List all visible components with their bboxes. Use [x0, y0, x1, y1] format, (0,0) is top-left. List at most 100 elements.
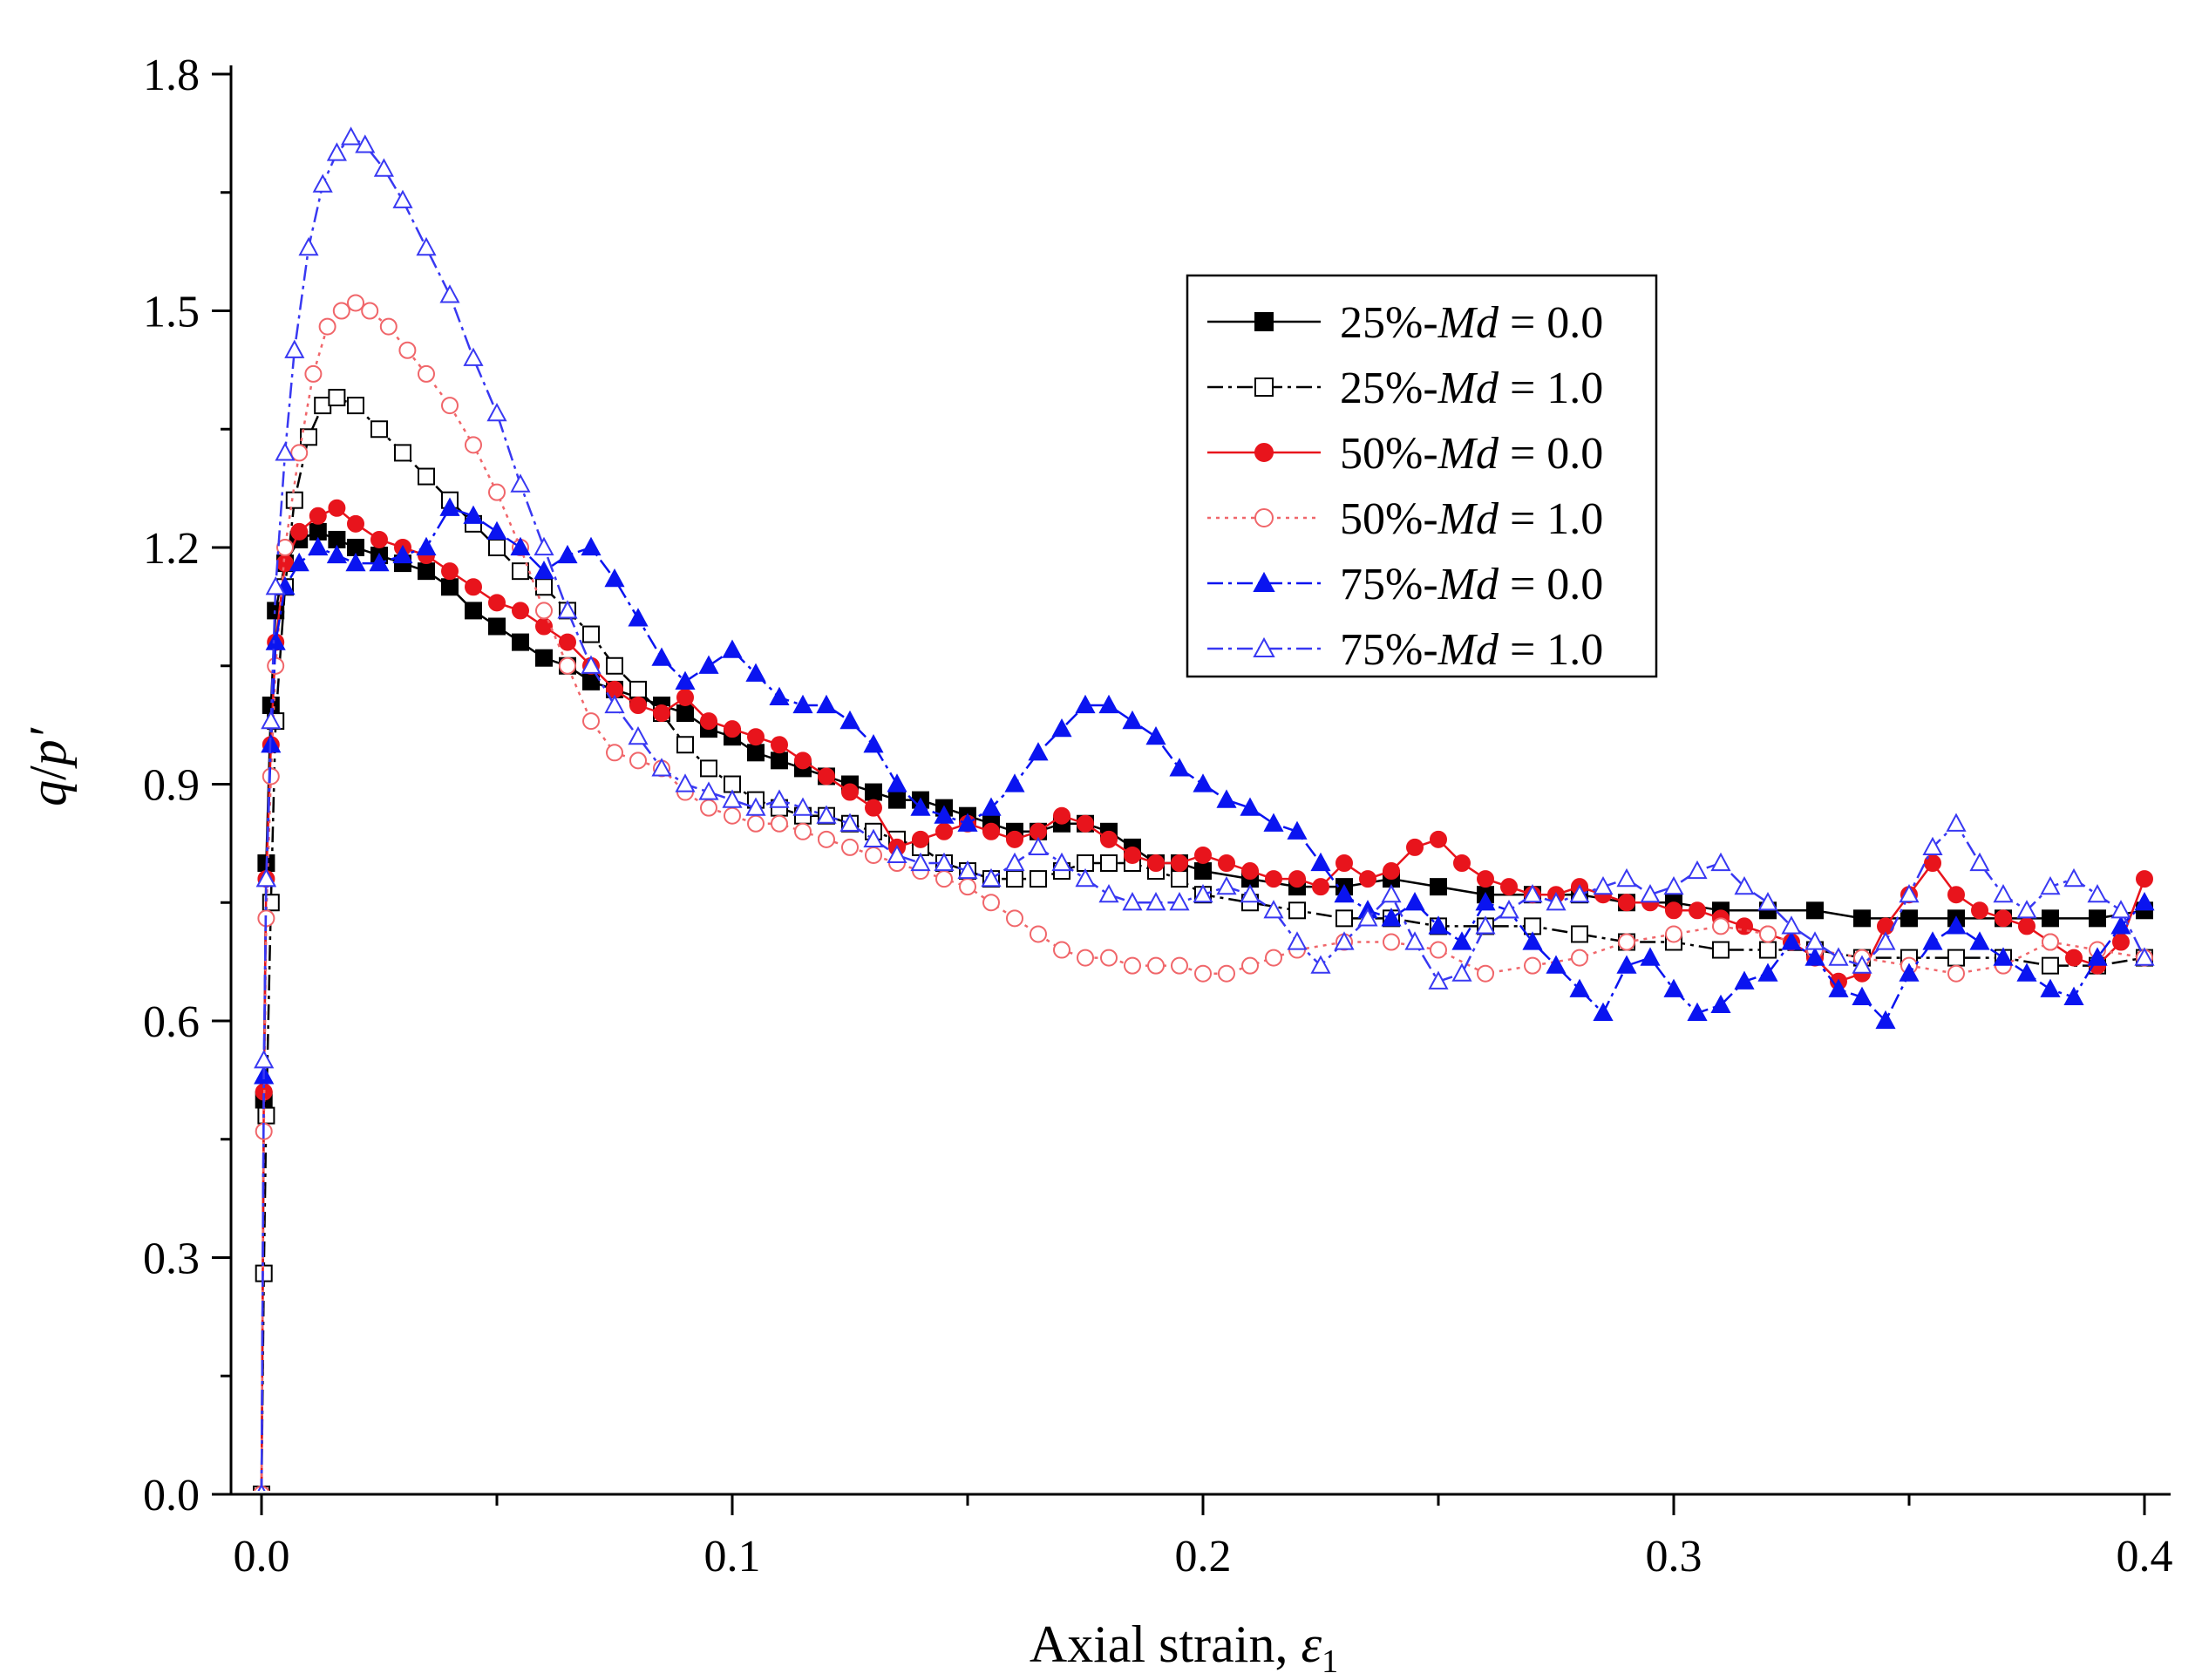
series-line	[260, 135, 2146, 1491]
x-tick-label: 0.0	[234, 1532, 290, 1581]
data-point	[1218, 854, 1235, 872]
data-point	[347, 514, 364, 533]
data-point	[816, 805, 837, 824]
data-point	[557, 544, 578, 564]
data-point	[510, 473, 531, 493]
data-point	[676, 736, 694, 754]
data-point	[512, 602, 529, 620]
data-point	[534, 560, 554, 580]
data-point	[1310, 852, 1331, 872]
data-point	[1899, 884, 1920, 903]
data-point	[534, 536, 554, 556]
data-point	[1804, 947, 1825, 966]
data-point	[1030, 870, 1047, 888]
data-point	[326, 142, 347, 161]
data-point	[675, 773, 696, 792]
data-point	[1969, 852, 1990, 872]
data-point	[2065, 949, 2083, 967]
legend-marker	[1254, 377, 1274, 397]
data-point	[1124, 956, 1141, 975]
data-point	[628, 608, 649, 627]
data-point	[839, 813, 860, 832]
data-point	[1522, 884, 1543, 903]
data-point	[418, 562, 435, 581]
data-point	[1053, 806, 1070, 825]
data-point	[1334, 931, 1355, 950]
data-point	[722, 639, 743, 658]
data-point	[1430, 941, 1447, 959]
y-axis-title-var: q	[19, 780, 77, 806]
data-point	[510, 536, 531, 556]
data-point	[1051, 852, 1072, 872]
data-point	[910, 797, 931, 816]
data-point	[312, 173, 333, 193]
data-point	[982, 894, 1000, 912]
data-point	[1618, 933, 1635, 951]
data-point	[1241, 956, 1259, 975]
data-point	[1006, 909, 1023, 928]
data-point	[465, 602, 482, 620]
data-point	[255, 867, 276, 888]
data-point	[261, 710, 282, 730]
legend-marker	[1254, 312, 1274, 331]
data-point	[1475, 892, 1496, 911]
legend-label: 75%-Md = 1.0	[1340, 625, 1603, 675]
data-point	[1569, 884, 1590, 903]
data-point	[1404, 892, 1425, 911]
data-point	[1900, 909, 1918, 928]
data-point	[698, 655, 719, 674]
data-point	[1500, 878, 1518, 896]
data-point	[1946, 813, 1967, 832]
data-point	[486, 402, 507, 422]
x-axis-title: Axial strain, ε1	[1030, 1615, 1338, 1680]
data-point	[1263, 813, 1284, 832]
data-point	[535, 578, 553, 596]
data-point	[818, 767, 835, 786]
x-tick-label: 0.4	[2117, 1532, 2173, 1581]
data-point	[604, 568, 625, 588]
data-point	[887, 844, 907, 864]
data-point	[1875, 1010, 1896, 1030]
legend-entry: 75%-Md = 1.0	[1207, 625, 1603, 675]
data-point	[1689, 901, 1706, 920]
data-point	[2134, 947, 2155, 966]
data-point	[887, 773, 907, 792]
data-point	[865, 783, 882, 801]
data-point	[1098, 694, 1119, 714]
data-point	[1430, 878, 1447, 896]
data-point	[1334, 884, 1355, 903]
data-point	[1335, 854, 1353, 872]
data-point	[1571, 925, 1588, 943]
data-point	[769, 789, 790, 808]
data-point	[1947, 886, 1965, 904]
data-point	[1218, 964, 1235, 983]
data-point	[392, 189, 413, 208]
data-point	[392, 544, 413, 564]
legend-label: 75%-Md = 0.0	[1340, 560, 1603, 609]
data-point	[1100, 854, 1118, 872]
data-point	[1194, 964, 1212, 983]
data-point	[771, 752, 788, 770]
data-point	[582, 625, 600, 643]
data-point	[345, 552, 366, 572]
data-point	[818, 830, 835, 848]
data-point	[1759, 941, 1777, 959]
y-tick-label: 0.6	[143, 997, 200, 1047]
data-point	[1381, 908, 1402, 927]
data-point	[676, 688, 694, 706]
data-point	[379, 317, 398, 336]
data-point	[1357, 908, 1378, 927]
data-point	[1804, 931, 1825, 950]
data-point	[1618, 894, 1635, 912]
x-axis-title-sub: 1	[1322, 1643, 1338, 1680]
axes-layer	[212, 65, 2171, 1515]
data-point	[1663, 875, 1684, 895]
data-point	[257, 1483, 266, 1491]
data-point	[1616, 955, 1637, 974]
data-point	[300, 428, 317, 446]
y-tick-label: 1.8	[143, 51, 200, 100]
data-point	[439, 497, 460, 516]
data-point	[1404, 931, 1425, 950]
legend-marker	[1254, 508, 1274, 527]
data-point	[1145, 892, 1166, 911]
